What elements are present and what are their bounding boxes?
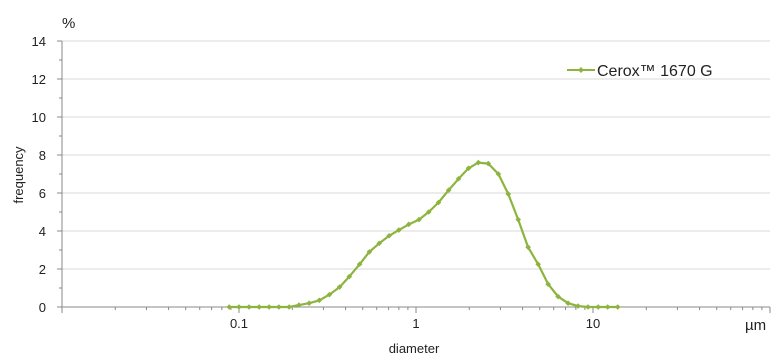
x-tick-label-10: 10 (586, 316, 600, 331)
data-point-14 (366, 249, 373, 255)
data-point-34 (565, 300, 571, 306)
data-point-24 (465, 165, 472, 172)
data-point-6 (286, 304, 292, 310)
legend-marker (578, 67, 584, 73)
data-point-37 (595, 304, 602, 310)
data-point-39 (614, 304, 621, 310)
data-point-38 (604, 304, 611, 310)
legend-series-label: Cerox™ 1670 G (597, 63, 713, 80)
data-point-22 (445, 187, 452, 193)
y-tick-label-14: 14 (32, 34, 46, 49)
series-layer (226, 159, 621, 310)
y-tick-label-10: 10 (32, 110, 46, 125)
legend: Cerox™ 1670 G (567, 63, 713, 80)
data-point-19 (416, 216, 422, 223)
data-point-29 (515, 216, 522, 223)
x-axis-unit: µm (745, 317, 766, 334)
axes: 0 2 4 6 8 10 12 14 0.1 1 10 (32, 34, 771, 331)
x-tick-label-1: 1 (412, 316, 419, 331)
data-point-3 (256, 304, 262, 310)
axis-labels: % µm frequency diameter (11, 15, 766, 355)
data-point-8 (306, 300, 312, 306)
y-tick-label-12: 12 (32, 72, 46, 87)
data-point-10 (326, 291, 333, 298)
y-tick-label-2: 2 (39, 262, 46, 277)
data-point-11 (336, 284, 343, 290)
gridlines (62, 40, 770, 270)
data-point-21 (435, 199, 442, 206)
data-point-28 (505, 191, 512, 197)
data-point-26 (485, 160, 492, 167)
data-point-9 (316, 297, 323, 304)
data-point-7 (296, 302, 302, 308)
data-point-23 (455, 175, 462, 182)
y-tick-label-0: 0 (39, 300, 46, 315)
data-point-30 (525, 244, 531, 250)
data-point-4 (266, 304, 272, 310)
data-point-20 (425, 209, 432, 215)
data-point-31 (535, 261, 541, 268)
series-line-0 (229, 161, 618, 309)
data-point-15 (376, 240, 383, 247)
data-point-36 (585, 304, 591, 310)
y-tick-label-4: 4 (39, 224, 46, 239)
data-point-27 (495, 171, 502, 177)
data-point-25 (475, 159, 482, 166)
data-point-0 (226, 304, 232, 310)
data-point-5 (276, 304, 282, 310)
data-point-2 (246, 304, 252, 310)
data-point-35 (575, 303, 581, 309)
y-tick-label-8: 8 (39, 148, 46, 163)
x-axis-title: diameter (389, 341, 440, 355)
x-tick-label-0.1: 0.1 (230, 316, 248, 331)
data-point-18 (405, 221, 412, 228)
y-tick-label-6: 6 (39, 186, 46, 201)
data-point-33 (555, 293, 561, 300)
data-point-32 (545, 281, 551, 287)
data-point-16 (386, 232, 392, 239)
y-axis-unit: % (62, 15, 75, 32)
data-point-12 (346, 273, 353, 280)
data-point-1 (236, 304, 242, 310)
data-point-13 (356, 261, 363, 268)
data-point-17 (396, 227, 402, 233)
y-axis-title: frequency (11, 146, 26, 204)
